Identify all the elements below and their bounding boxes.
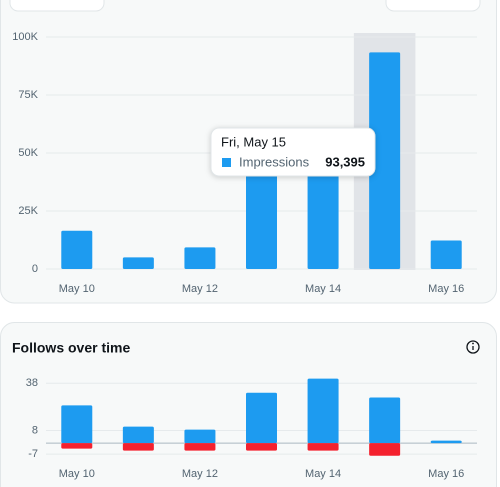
x-tick-label: May 16: [428, 468, 464, 480]
bar: [307, 443, 339, 451]
bar: [184, 247, 216, 269]
bar: [61, 405, 93, 444]
y-tick-label: 100K: [12, 31, 38, 43]
y-tick-label: 25K: [18, 205, 38, 217]
tooltip: Fri, May 15 Impressions 93,395: [210, 127, 376, 177]
bar: [369, 397, 401, 444]
bar: [184, 443, 216, 451]
bar: [122, 426, 154, 444]
bar: [369, 52, 401, 269]
button[interactable]: [9, 0, 105, 12]
y-tick-label: 50K: [18, 147, 38, 159]
legend-label: Impressions: [239, 154, 310, 169]
y-tick-label: -7: [28, 448, 38, 460]
bar: [61, 230, 93, 269]
tooltip-title: Fri, May 15: [221, 134, 286, 149]
x-tick-label: May 14: [305, 283, 341, 295]
y-tick-label: 75K: [18, 89, 38, 101]
bar: [369, 443, 401, 456]
bar: [246, 392, 277, 444]
tooltip-box: [210, 127, 376, 177]
bar: [122, 257, 154, 269]
x-tick-label: May 12: [182, 283, 218, 295]
bar: [430, 440, 462, 444]
x-tick-label: May 12: [182, 468, 218, 480]
x-tick-label: May 10: [59, 283, 95, 295]
bar: [246, 443, 277, 451]
bar: [122, 443, 154, 451]
y-tick-label: 8: [32, 424, 38, 436]
legend-swatch: [222, 158, 231, 167]
bar: [61, 443, 93, 449]
info-icon[interactable]: [466, 340, 480, 354]
y-tick-label: 0: [32, 263, 38, 275]
x-tick-label: May 14: [305, 468, 341, 480]
card-title: Follows over time: [12, 340, 130, 356]
x-tick-label: May 10: [59, 468, 95, 480]
tooltip-value: 93,395: [325, 154, 365, 169]
bar: [430, 240, 462, 269]
bar: [307, 378, 339, 444]
y-tick-label: 38: [26, 377, 38, 389]
bar: [184, 429, 216, 444]
x-tick-label: May 16: [428, 283, 464, 295]
button[interactable]: [385, 0, 481, 12]
